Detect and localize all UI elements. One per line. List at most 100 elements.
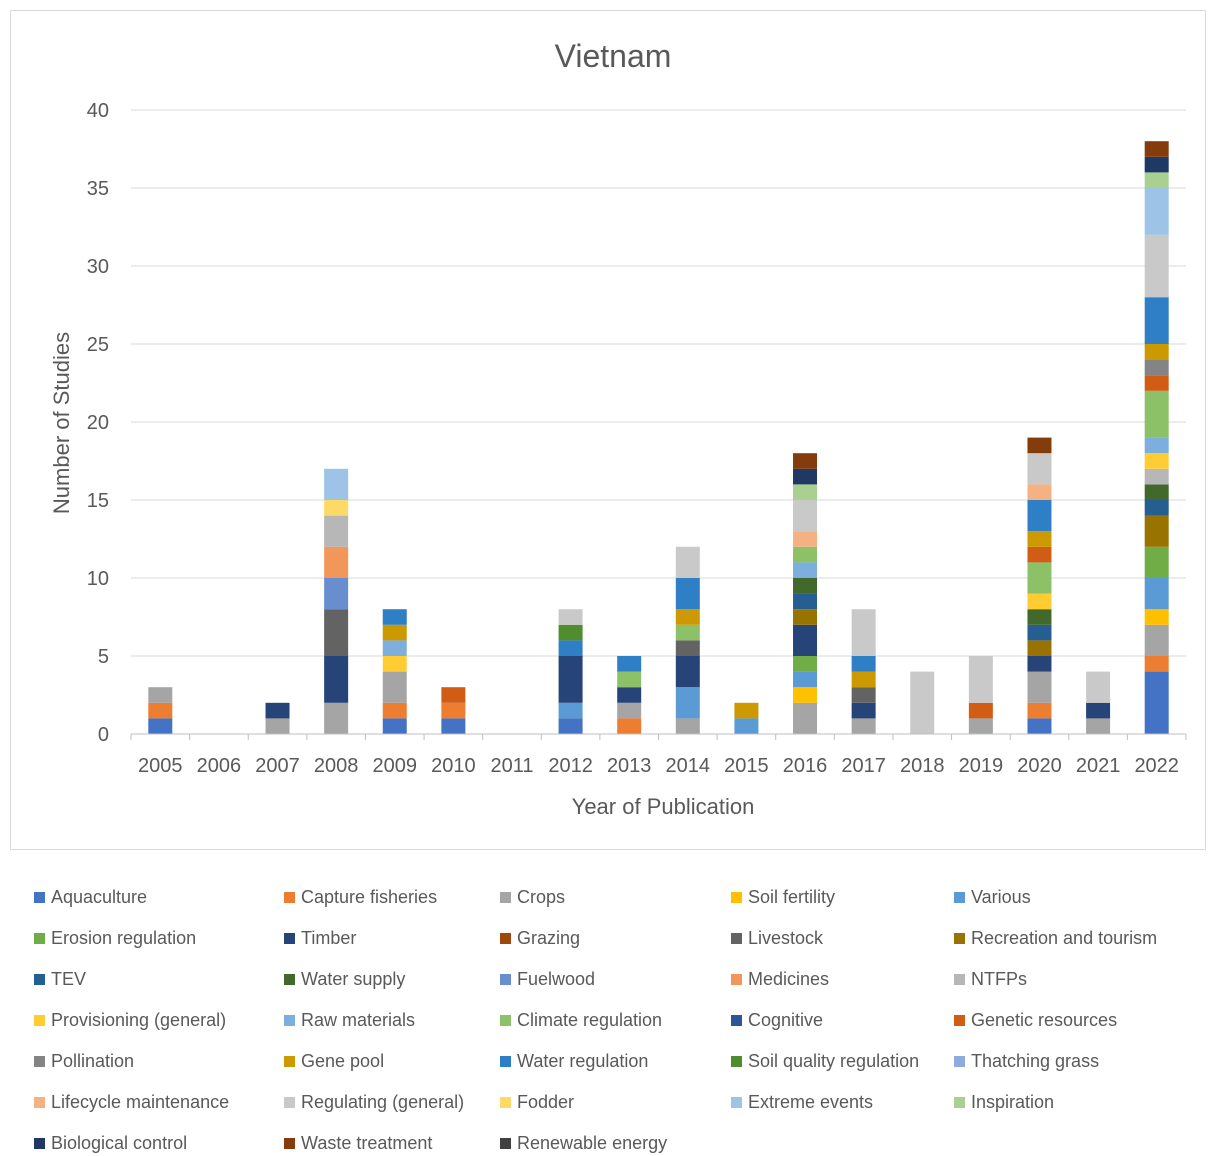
bar-segment [1027,640,1052,656]
bar-segment [1144,234,1169,298]
legend-label: Renewable energy [517,1132,668,1153]
legend-item: Thatching grass [954,1050,1099,1072]
bar-segment [675,546,700,578]
legend-swatch [500,1096,511,1108]
bar-segment [324,515,349,547]
legend-item: Soil fertility [731,886,835,908]
bar-segment [910,671,935,734]
legend-item: Renewable energy [500,1132,667,1154]
legend-label: Water regulation [517,1050,649,1071]
bar-segment [1027,718,1052,734]
bar-segment [1144,344,1169,360]
legend-item: Provisioning (general) [34,1009,226,1031]
bar-segment [324,609,349,656]
gridlines [131,109,1186,657]
x-tick-label: 2010 [431,755,476,777]
bar-segment [1086,671,1111,703]
legend-item: Regulating (general) [284,1091,464,1113]
legend-item: Pollination [34,1050,134,1072]
x-tick-label: 2011 [490,755,533,777]
bar-segment [851,609,876,656]
bar-segment [851,702,876,719]
bar-segment [558,702,583,719]
legend-swatch [954,891,965,903]
bar-segment [382,656,407,672]
legend-label: Fodder [517,1091,575,1112]
legend-label: Capture fisheries [301,886,438,907]
legend-item: Genetic resources [954,1009,1117,1031]
legend-swatch [954,973,965,985]
bar-segment [1144,484,1169,500]
x-axis-label: Year of Publication [572,794,755,819]
bar-segment [382,609,407,625]
legend-item: Timber [284,927,356,949]
y-tick-label: 10 [87,568,109,590]
bar-segment [1027,593,1052,610]
legend-item: Crops [500,886,565,908]
bar-segment [324,656,349,703]
bar-segment [617,702,642,719]
bar-segment [441,702,466,719]
bar-segment [1027,562,1052,594]
bar-segment [148,718,173,734]
legend-label: Regulating (general) [301,1091,465,1112]
x-tick-label: 2018 [900,755,945,777]
bar-segment [1027,531,1052,547]
legend-swatch [731,973,742,985]
bar-segment [851,687,876,703]
legend-swatch [731,1014,742,1026]
bar-segment [441,687,466,703]
bar-segment [1027,671,1052,703]
bar-segment [675,624,700,641]
x-tick-label: 2017 [841,755,886,777]
bar-segment [1144,141,1169,157]
legend-swatch [500,1137,511,1149]
legend-item: Soil quality regulation [731,1050,919,1072]
legend-swatch [954,1014,965,1026]
legend-label: Inspiration [971,1091,1055,1112]
legend-swatch [954,1096,965,1108]
bar-segment [851,671,876,688]
legend-swatch [731,932,742,944]
bar-segment [968,718,993,734]
bar-segment [851,718,876,734]
bar-segment [1144,156,1169,173]
legend-item: Fodder [500,1091,574,1113]
y-tick-label: 5 [98,646,109,668]
bar-segment [1027,624,1052,641]
legend-label: Cognitive [748,1009,824,1030]
bar-segment [265,718,290,734]
bar-segment [734,702,759,719]
x-tick-label: 2016 [783,755,828,777]
legend-item: Climate regulation [500,1009,662,1031]
bar-segment [617,671,642,688]
x-tick-label: 2015 [724,755,769,777]
bar-segment [1144,609,1169,625]
legend-label: Biological control [51,1132,188,1153]
bar-segment [1027,484,1052,500]
bar-segment [324,468,349,500]
legend-item: Capture fisheries [284,886,437,908]
legend-item: Raw materials [284,1009,415,1031]
bar-segment [968,656,993,703]
bar-segment [1144,656,1169,672]
bar-segment [382,702,407,719]
x-tick-label: 2007 [255,755,300,777]
legend-swatch [284,1096,295,1108]
legend-label: Gene pool [301,1050,385,1071]
legend-swatch [284,891,295,903]
x-tick-label: 2020 [1017,755,1062,777]
bar-segment [793,562,818,578]
bar-segment [1027,702,1052,719]
bar-segment [675,718,700,734]
bar-segment [148,687,173,703]
bar-segment [1027,656,1052,672]
legend-label: Timber [301,927,357,948]
legend-item: Waste treatment [284,1132,432,1154]
bar-segment [1144,359,1169,376]
legend-item: Medicines [731,968,829,990]
y-tick-label: 35 [87,178,109,200]
legend-item: Cognitive [731,1009,823,1031]
legend-swatch [284,1137,295,1149]
legend-label: Water supply [301,968,406,989]
